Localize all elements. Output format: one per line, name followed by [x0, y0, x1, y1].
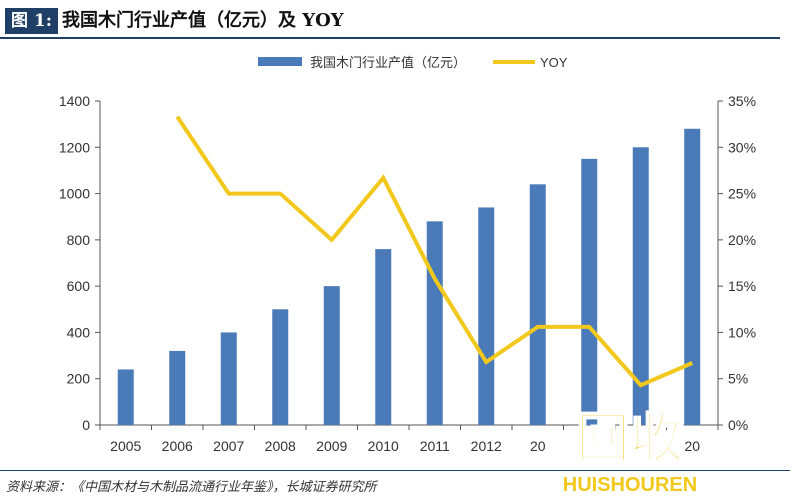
x-tick-label: 2008	[265, 438, 296, 454]
bar	[478, 207, 495, 425]
watermark-logo: 回收 HUISHOUREN	[563, 408, 697, 496]
bar	[375, 249, 392, 425]
x-tick-label: 2005	[110, 438, 141, 454]
legend-swatch-bar	[258, 57, 302, 66]
bar	[169, 350, 186, 425]
bar	[684, 128, 701, 425]
legend-label-line: YOY	[540, 55, 568, 70]
figure-title: 我国木门行业产值（亿元）及 YOY	[62, 10, 344, 31]
x-tick-label: 2009	[316, 438, 347, 454]
y-left-tick-label: 200	[67, 371, 91, 387]
yoy-line	[175, 115, 694, 388]
y-left-tick-label: 1200	[59, 139, 90, 155]
bar	[632, 147, 649, 426]
bar	[323, 286, 340, 425]
bar	[426, 221, 443, 425]
y-right-tick-label: 30%	[728, 139, 756, 155]
bar-series	[117, 128, 701, 426]
x-tick-label: 2010	[368, 438, 399, 454]
legend-label-bar: 我国木门行业产值（亿元）	[310, 55, 466, 70]
bar	[581, 158, 598, 425]
bar	[220, 332, 237, 425]
y-right-tick-label: 25%	[728, 186, 756, 202]
bar	[117, 369, 134, 425]
y-left-tick-label: 1000	[59, 186, 90, 202]
watermark-small-text: HUISHOUREN	[563, 474, 697, 496]
chart: 我国木门行业产值（亿元） YOY 0 200 400 600 800 1000 1200 140…	[59, 55, 756, 454]
x-tick-label: 2006	[162, 438, 193, 454]
bar	[272, 309, 289, 425]
figure-header: 图 1: 我国木门行业产值（亿元）及 YOY	[0, 0, 800, 40]
y-right-tick-label: 10%	[728, 324, 756, 340]
bar	[529, 184, 546, 425]
watermark-big-text: 回收	[576, 409, 684, 469]
x-tick-label: 2007	[213, 438, 244, 454]
y-right-tick-label: 35%	[728, 93, 756, 109]
source-note: 资料来源：《中国木材与木制品流通行业年鉴》，长城证券研究所	[6, 480, 377, 495]
x-tick-label: 20	[530, 438, 546, 454]
y-right-tick-label: 20%	[728, 232, 756, 248]
y-left-tick-label: 800	[67, 232, 91, 248]
header-rule	[0, 37, 780, 39]
y-left-tick-label: 1400	[59, 93, 90, 109]
y-left-tick-label: 600	[67, 278, 91, 294]
legend: 我国木门行业产值（亿元） YOY	[258, 55, 568, 70]
footer-rule	[0, 470, 790, 471]
y-right-tick-label: 15%	[728, 278, 756, 294]
x-tick-label: 2012	[471, 438, 502, 454]
axes: 0 200 400 600 800 1000 1200 1400 0% 5% 10% 15% 20% 25…	[59, 93, 756, 454]
y-left-tick-label: 400	[67, 324, 91, 340]
x-tick-label: 20	[684, 438, 700, 454]
x-tick-label: 2011	[420, 438, 450, 454]
y-right-tick-label: 0%	[728, 417, 748, 433]
y-left-tick-label: 0	[82, 417, 90, 433]
yoy-series	[175, 115, 694, 388]
figure-tag: 图 1:	[5, 8, 59, 34]
y-right-tick-label: 5%	[728, 371, 748, 387]
